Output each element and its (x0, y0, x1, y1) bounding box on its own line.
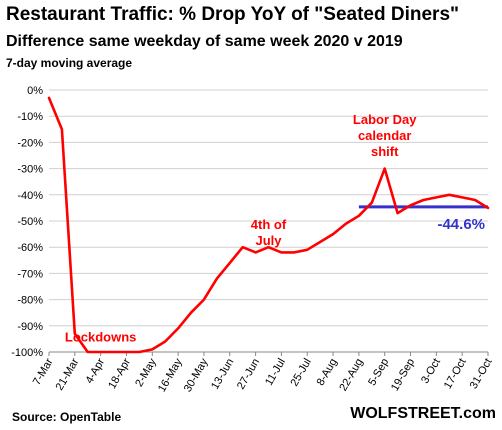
x-tick-label: 17-Oct (442, 357, 469, 392)
chart-subtitle-moving-average: 7-day moving average (6, 56, 133, 70)
y-tick-label: -100% (11, 347, 43, 359)
y-tick-label: -20% (17, 137, 43, 149)
x-tick-label: 22-Aug (337, 357, 365, 394)
x-tick-label: 18-Apr (106, 356, 133, 391)
annotation-line: July (255, 233, 282, 248)
x-tick-label: 8-Aug (315, 357, 340, 388)
x-tick-label: 21-Mar (54, 356, 82, 392)
brand-watermark: WOLFSTREET.com (350, 405, 496, 422)
x-tick-label: 27-Jun (235, 357, 262, 392)
x-tick-label: 30-May (182, 356, 211, 394)
x-tick-label: 31-Oct (468, 357, 495, 392)
source-note: Source: OpenTable (12, 410, 122, 424)
annotation-line: calendar (358, 128, 411, 143)
annotation: Lockdowns (65, 330, 137, 345)
chart-title: Restaurant Traffic: % Drop YoY of "Seate… (6, 4, 460, 25)
chart-subtitle: Difference same weekday of same week 202… (6, 33, 403, 50)
annotation: 4th of July (251, 217, 287, 248)
y-tick-label: -80% (17, 295, 43, 307)
x-tick-label: 7-Mar (31, 356, 56, 387)
annotation-line: shift (371, 144, 399, 159)
y-tick-label: -60% (17, 242, 43, 254)
annotation-line: 4th of (251, 217, 287, 232)
annotation-line: Labor Day (353, 112, 417, 127)
x-tick-label: 2-May (133, 356, 159, 389)
annotation-line: Lockdowns (65, 330, 137, 345)
reference-line-label: -44.6% (437, 216, 485, 233)
y-tick-label: -10% (17, 111, 43, 123)
y-tick-label: -90% (17, 321, 43, 333)
y-tick-label: -70% (17, 268, 43, 280)
x-tick-label: 4-Apr (83, 356, 107, 386)
annotation: Labor Day calendar shift (353, 112, 417, 159)
y-tick-label: -50% (17, 216, 43, 228)
x-tick-label: 13-Jun (209, 357, 236, 392)
y-tick-label: -40% (17, 190, 43, 202)
x-tick-label: 11-Jul (263, 357, 288, 388)
y-tick-label: 0% (27, 85, 43, 97)
x-tick-label: 25-Jul (288, 357, 313, 389)
x-tick-label: 19-Sep (389, 357, 417, 394)
y-tick-label: -30% (17, 164, 43, 176)
series-line (47, 96, 490, 354)
x-tick-label: 5-Sep (366, 357, 391, 388)
x-tick-label: 3-Oct (419, 357, 443, 386)
